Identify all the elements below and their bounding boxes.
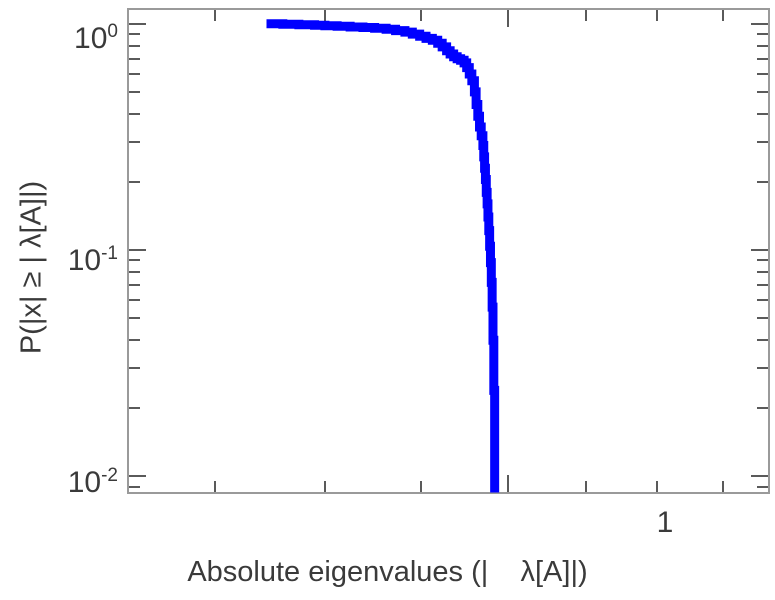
x-minor-tick — [585, 10, 588, 21]
x-minor-tick — [656, 481, 659, 492]
y-tick-mantissa-1e0: 10 — [74, 22, 108, 55]
y-minor-tick — [129, 407, 140, 410]
y-minor-tick — [757, 57, 768, 60]
y-tick-exponent-1e-1: -1 — [101, 243, 118, 264]
y-minor-tick — [129, 259, 140, 262]
y-tick-label-1e-2: 10-2 — [8, 466, 118, 500]
y-minor-tick — [757, 284, 768, 287]
y-tick-label-1e-1: 10-1 — [8, 244, 118, 278]
y-minor-tick — [129, 141, 140, 144]
y-minor-tick — [129, 112, 140, 115]
x-minor-tick — [420, 481, 423, 492]
y-minor-tick — [129, 367, 140, 370]
y-minor-tick — [129, 44, 140, 47]
y-major-tick — [129, 249, 146, 252]
y-minor-tick — [129, 299, 140, 302]
x-minor-tick — [585, 481, 588, 492]
y-minor-tick — [757, 259, 768, 262]
y-major-tick — [129, 475, 146, 478]
ccdf-curve — [266, 19, 500, 493]
x-minor-tick — [722, 481, 725, 492]
y-minor-tick — [757, 339, 768, 342]
y-major-tick — [751, 249, 768, 252]
plot-area — [127, 8, 770, 494]
x-minor-tick — [722, 10, 725, 21]
y-axis-title: P(|x| ≥ | λ[A]|) — [15, 180, 48, 355]
y-minor-tick — [129, 271, 140, 274]
y-minor-tick — [129, 57, 140, 60]
x-axis-title: Absolute eigenvalues (| λ[A]|) — [187, 556, 588, 588]
y-minor-tick — [757, 407, 768, 410]
y-minor-tick — [129, 485, 140, 488]
y-minor-tick — [129, 339, 140, 342]
y-tick-mantissa-1e-2: 10 — [67, 466, 102, 499]
y-minor-tick — [757, 299, 768, 302]
y-tick-exponent-1e0: 0 — [107, 21, 118, 42]
y-minor-tick — [129, 72, 140, 75]
x-minor-tick — [214, 10, 217, 21]
y-minor-tick — [757, 112, 768, 115]
y-major-tick — [751, 475, 768, 478]
y-tick-mantissa-1e-1: 10 — [67, 244, 102, 277]
y-minor-tick — [129, 33, 140, 36]
x-major-tick — [506, 10, 509, 27]
y-minor-tick — [757, 485, 768, 488]
x-minor-tick — [420, 10, 423, 21]
y-minor-tick — [757, 72, 768, 75]
y-tick-label-1e0: 100 — [8, 22, 118, 56]
y-major-tick — [751, 22, 768, 25]
y-minor-tick — [757, 44, 768, 47]
y-minor-tick — [129, 90, 140, 93]
y-minor-tick — [757, 33, 768, 36]
y-minor-tick — [757, 90, 768, 93]
y-minor-tick — [757, 141, 768, 144]
y-tick-exponent-1e-2: -2 — [101, 465, 118, 486]
x-tick-label-1: 1 — [656, 506, 674, 539]
y-major-tick — [129, 22, 146, 25]
y-minor-tick — [129, 284, 140, 287]
y-minor-tick — [757, 180, 768, 183]
x-major-tick — [506, 475, 509, 492]
y-minor-tick — [129, 180, 140, 183]
y-minor-tick — [757, 317, 768, 320]
y-minor-tick — [757, 271, 768, 274]
x-minor-tick — [214, 481, 217, 492]
y-minor-tick — [129, 317, 140, 320]
x-minor-tick — [656, 10, 659, 21]
y-minor-tick — [757, 367, 768, 370]
x-minor-tick — [323, 481, 326, 492]
data-plot-svg — [266, 19, 500, 493]
x-minor-tick — [323, 10, 326, 21]
